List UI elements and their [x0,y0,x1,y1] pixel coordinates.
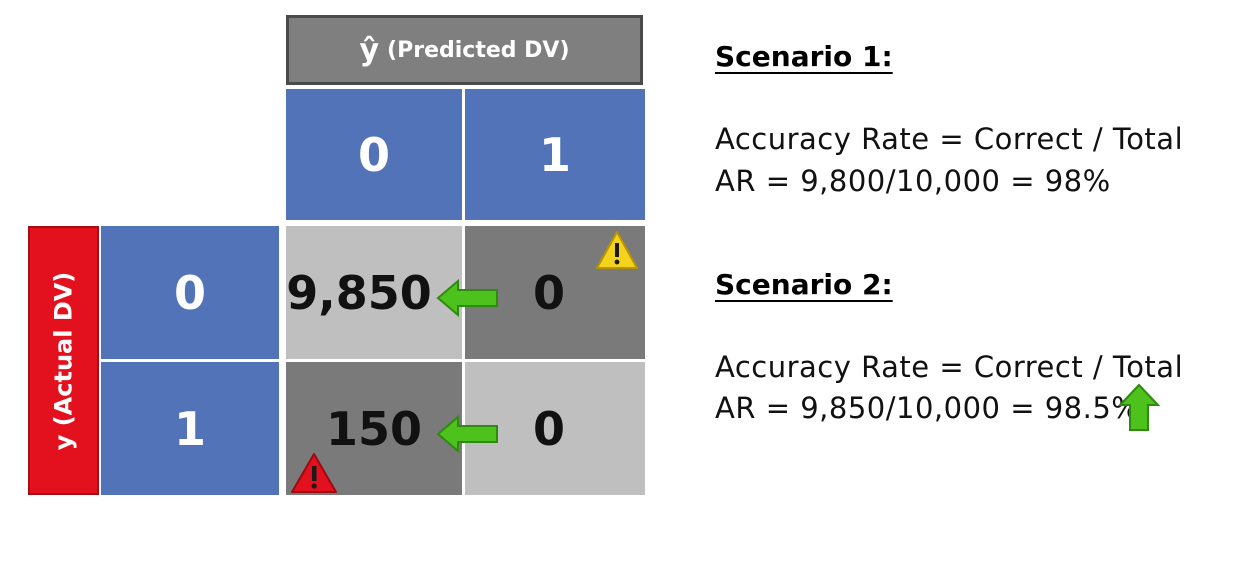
column-label-0: 0 [286,89,462,220]
scenario-2-result: AR = 9,850/10,000 = 98.5% [715,391,1140,425]
scenario-2-title: Scenario 2: [715,268,893,301]
column-label-1: 1 [465,89,645,220]
scenario-1-title: Scenario 1: [715,40,893,73]
scenario-1-result: AR = 9,800/10,000 = 98% [715,164,1111,198]
predicted-label: (Predicted DV) [387,37,570,63]
cell-true-positive: 0 [465,362,645,495]
cell-true-negative: 9,850 [286,226,462,359]
actual-label: y (Actual DV) [49,271,78,450]
warning-red-icon [291,453,337,493]
scenario-1-formula: Accuracy Rate = Correct / Total [715,122,1184,156]
predicted-dv-header: ŷ (Predicted DV) [286,15,643,85]
row-label-1: 1 [101,362,279,495]
scenario-2-formula: Accuracy Rate = Correct / Total [715,350,1184,384]
row-label-0: 0 [101,226,279,359]
warning-yellow-icon [596,231,638,269]
actual-dv-header: y (Actual DV) [28,226,99,495]
left-arrow-icon [436,414,498,454]
up-arrow-icon [1117,383,1161,431]
left-arrow-icon [436,278,498,318]
predicted-symbol: ŷ [359,32,380,68]
